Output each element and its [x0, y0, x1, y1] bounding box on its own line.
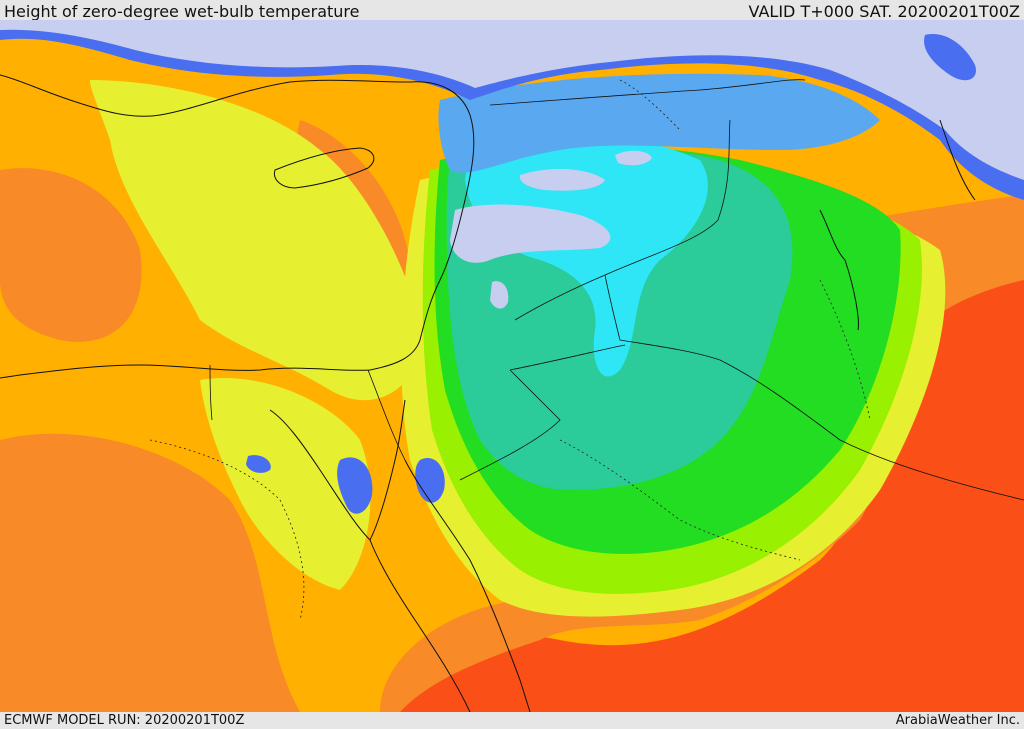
- field-red-arabia: [380, 220, 1024, 712]
- field-orange-west: [0, 168, 142, 342]
- border-egypt-libya: [209, 364, 213, 421]
- border-turkey-syria: [489, 79, 806, 106]
- border-jordan-iraq: [509, 344, 626, 371]
- border-iraq-saudi: [604, 274, 1024, 501]
- coastline-red-sea-west: [369, 539, 471, 712]
- model-run-label: ECMWF MODEL RUN: 20200201T00Z: [4, 713, 245, 728]
- footer-bar: ECMWF MODEL RUN: 20200201T00Z ArabiaWeat…: [0, 712, 1024, 729]
- field-pale-jordan: [490, 281, 509, 309]
- field-yellow-egypt: [90, 80, 422, 401]
- field-blue-gulf-suez: [246, 455, 271, 473]
- country-borders: [209, 79, 1024, 501]
- internal-borders: [149, 79, 871, 621]
- coastline-mediterranean: [0, 74, 475, 379]
- credit-label: ArabiaWeather Inc.: [895, 713, 1020, 728]
- internal-border-saudi: [559, 439, 801, 561]
- field-pale-syria: [519, 168, 605, 191]
- coastline-gulf: [819, 209, 859, 331]
- internal-border-iraq: [819, 279, 871, 421]
- header-bar: Height of zero-degree wet-bulb temperatu…: [0, 0, 1024, 21]
- field-blue-aqaba: [415, 458, 445, 503]
- weather-map: [0, 20, 1024, 712]
- field-orange-southwest: [0, 433, 300, 712]
- field-pale-turkey: [0, 20, 1024, 180]
- field-yellow-sinai: [200, 378, 371, 590]
- field-pale-spot: [615, 150, 652, 166]
- field-blue-caspian: [924, 34, 976, 81]
- wet-bulb-map-svg: [0, 20, 1024, 712]
- field-pale-lebanon: [450, 204, 611, 263]
- border-jordan-saudi: [459, 369, 561, 481]
- coastline-sinai-gulfs: [269, 399, 406, 541]
- coastline-iran: [939, 119, 976, 201]
- map-title: Height of zero-degree wet-bulb temperatu…: [4, 2, 360, 21]
- coastlines: [0, 74, 976, 712]
- coastline-red-sea-east: [404, 459, 531, 712]
- border-egypt-israel: [367, 369, 406, 461]
- border-syria-iraq: [514, 119, 731, 321]
- field-blue-sinai: [337, 457, 373, 514]
- coastline-cyprus: [273, 147, 375, 189]
- internal-border-egypt: [149, 439, 305, 621]
- field-cyan: [465, 129, 708, 377]
- valid-time-label: VALID T+000 SAT. 20200201T00Z: [748, 2, 1020, 21]
- field-light-blue-north: [438, 73, 880, 173]
- internal-border-turkey: [619, 79, 681, 131]
